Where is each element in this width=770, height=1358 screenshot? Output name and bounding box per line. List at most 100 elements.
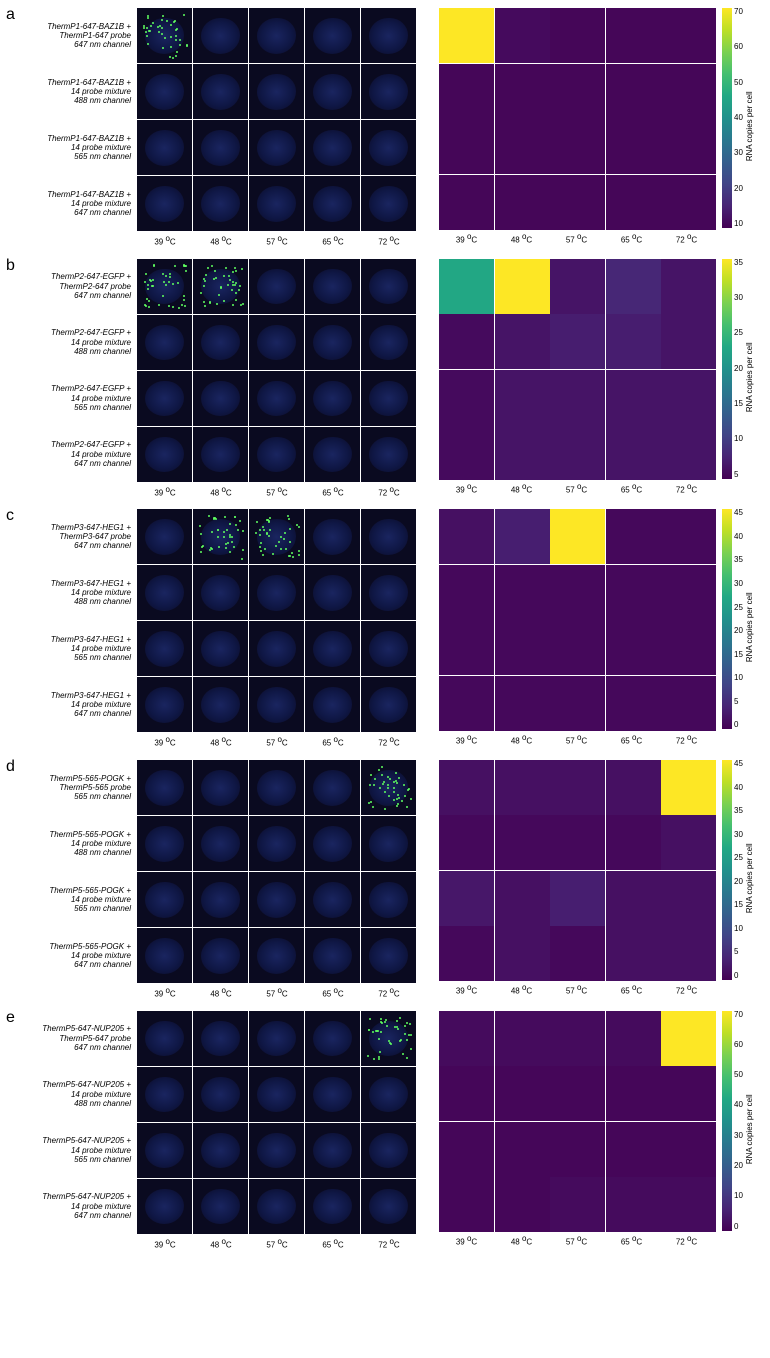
microscopy-cell <box>193 64 248 119</box>
heatmap-cell <box>439 119 494 174</box>
xaxis-temps-images: 39 oC48 oC57 oC65 oC72 oC <box>22 986 417 999</box>
heatmap-cell <box>495 815 550 870</box>
heatmap-cell <box>550 815 605 870</box>
temp-label: 39 oC <box>137 1237 193 1250</box>
colorbar-tick: 35 <box>734 556 743 564</box>
microscopy-cell <box>193 371 248 426</box>
microscopy-cell <box>305 427 360 482</box>
heatmap-cell <box>550 760 605 815</box>
xaxis-temps-images: 39 oC48 oC57 oC65 oC72 oC <box>22 485 417 498</box>
temp-label: 65 oC <box>604 482 659 495</box>
xaxis-temps-heatmap: 39 oC48 oC57 oC65 oC72 oC <box>439 733 716 746</box>
heatmap-cell <box>495 425 550 480</box>
microscopy-cell <box>249 259 304 314</box>
microscopy-cell <box>137 8 192 63</box>
temp-label: 57 oC <box>549 983 604 996</box>
microscopy-cell <box>137 677 192 732</box>
microscopy-cell <box>361 120 416 175</box>
heatmap-cell <box>661 8 716 63</box>
heatmap-cell <box>439 760 494 815</box>
colorbar-tick: 40 <box>734 114 743 122</box>
heatmap-cell <box>606 259 661 314</box>
microscopy-grid: ThermP1-647-BAZ1B +ThermP1-647 probe647 … <box>22 8 417 247</box>
microscopy-cell <box>249 565 304 620</box>
microscopy-cell <box>137 259 192 314</box>
row-label: ThermP1-647-BAZ1B +14 probe mixture488 n… <box>22 78 137 106</box>
heatmap-cell <box>661 175 716 230</box>
row-label: ThermP3-647-HEG1 +14 probe mixture565 nm… <box>22 635 137 663</box>
microscopy-cell <box>361 64 416 119</box>
colorbar-tick: 30 <box>734 1132 743 1140</box>
heatmap-cell <box>550 926 605 981</box>
heatmap-cell <box>439 425 494 480</box>
heatmap-cell <box>550 620 605 675</box>
panel-letter: a <box>6 6 15 24</box>
heatmap-cell <box>495 119 550 174</box>
row-label: ThermP5-565-POGK +14 probe mixture647 nm… <box>22 942 137 970</box>
row-label: ThermP1-647-BAZ1B +ThermP1-647 probe647 … <box>22 22 137 50</box>
colorbar: 706050403020100RNA copies per cell <box>722 1011 754 1247</box>
microscopy-cell <box>249 1123 304 1178</box>
colorbar-tick: 45 <box>734 509 743 517</box>
heatmap-cell <box>606 926 661 981</box>
microscopy-cell <box>137 760 192 815</box>
heatmap-cell <box>550 370 605 425</box>
xaxis-temps-heatmap: 39 oC48 oC57 oC65 oC72 oC <box>439 1234 716 1247</box>
heatmap-cell <box>661 259 716 314</box>
microscopy-cell <box>137 1179 192 1234</box>
heatmap-cell <box>606 760 661 815</box>
temp-label: 48 oC <box>494 1234 549 1247</box>
microscopy-cell <box>361 371 416 426</box>
heatmap-cell <box>550 1177 605 1232</box>
colorbar-tick: 5 <box>734 698 743 706</box>
heatmap-cell <box>661 1122 716 1177</box>
temp-label: 65 oC <box>305 485 361 498</box>
heatmap-cell <box>439 871 494 926</box>
colorbar-tick: 20 <box>734 1162 743 1170</box>
panel-d: dThermP5-565-POGK +ThermP5-565 probe565 … <box>8 760 762 999</box>
microscopy-cell <box>305 677 360 732</box>
microscopy-cell <box>249 872 304 927</box>
microscopy-cell <box>361 315 416 370</box>
colorbar-tick: 0 <box>734 721 743 729</box>
heatmap-cell <box>439 1122 494 1177</box>
microscopy-cell <box>305 565 360 620</box>
heatmap-cell <box>661 926 716 981</box>
microscopy-cell <box>193 1067 248 1122</box>
xaxis-temps-images: 39 oC48 oC57 oC65 oC72 oC <box>22 735 417 748</box>
heatmap-cell <box>661 1011 716 1066</box>
xaxis-temps-heatmap: 39 oC48 oC57 oC65 oC72 oC <box>439 232 716 245</box>
microscopy-cell <box>137 1123 192 1178</box>
heatmap-cell <box>606 676 661 731</box>
heatmap-cell <box>495 926 550 981</box>
temp-label: 48 oC <box>494 983 549 996</box>
heatmap-cell <box>439 175 494 230</box>
temp-label: 65 oC <box>604 232 659 245</box>
microscopy-cell <box>193 259 248 314</box>
temp-label: 72 oC <box>361 234 417 247</box>
temp-label: 72 oC <box>659 733 714 746</box>
heatmap-cell <box>550 871 605 926</box>
heatmap-cell <box>606 1066 661 1121</box>
microscopy-grid: ThermP5-565-POGK +ThermP5-565 probe565 n… <box>22 760 417 999</box>
heatmap-cell <box>495 8 550 63</box>
heatmap-cell <box>661 815 716 870</box>
temp-label: 57 oC <box>549 1234 604 1247</box>
microscopy-cell <box>361 677 416 732</box>
panel-letter: b <box>6 257 15 275</box>
microscopy-cell <box>249 315 304 370</box>
microscopy-cell <box>137 565 192 620</box>
heatmap-cell <box>550 509 605 564</box>
heatmap-cell <box>495 565 550 620</box>
heatmap-cell <box>439 8 494 63</box>
microscopy-cell <box>361 621 416 676</box>
colorbar-tick: 10 <box>734 674 743 682</box>
heatmap-cell <box>439 565 494 620</box>
microscopy-cell <box>137 315 192 370</box>
microscopy-cell <box>305 1067 360 1122</box>
heatmap-cell <box>495 620 550 675</box>
temp-label: 39 oC <box>137 485 193 498</box>
temp-label: 72 oC <box>361 735 417 748</box>
heatmap: 39 oC48 oC57 oC65 oC72 oC706050403020100… <box>439 1011 754 1247</box>
panel-e: eThermP5-647-NUP205 +ThermP5-647 probe64… <box>8 1011 762 1250</box>
